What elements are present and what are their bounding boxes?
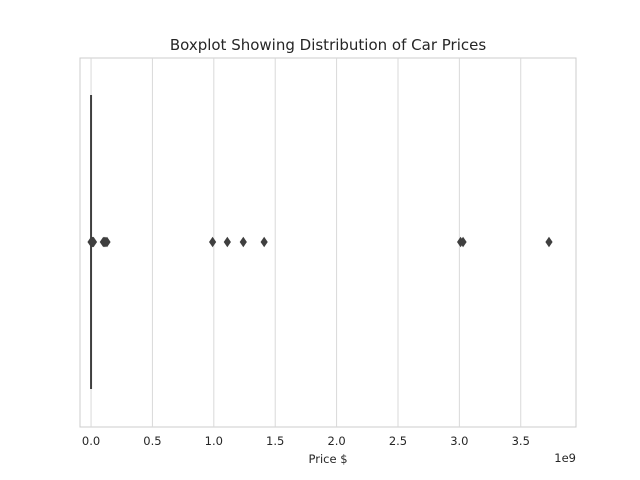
outlier-point	[89, 236, 98, 248]
x-tick-label: 0.5	[143, 434, 161, 448]
x-tick-label: 1.0	[205, 434, 223, 448]
outlier-point	[239, 236, 247, 248]
outlier-point	[103, 236, 111, 248]
outlier-point	[459, 236, 467, 248]
outlier-point	[223, 236, 231, 248]
x-tick-label: 3.5	[512, 434, 530, 448]
grid-lines	[90, 58, 522, 427]
x-tick-label: 3.0	[450, 434, 468, 448]
x-tick-labels: 0.0 0.5 1.0 1.5 2.0 2.5 3.0 3.5	[82, 434, 530, 448]
x-axis-label: Price $	[308, 452, 347, 466]
plot-frame	[79, 57, 577, 428]
x-tick-label: 1.5	[266, 434, 284, 448]
x-tick-label: 0.0	[82, 434, 100, 448]
outlier-point	[208, 236, 217, 248]
x-tick-label: 2.0	[327, 434, 345, 448]
outlier-point	[260, 236, 268, 248]
outliers	[87, 236, 553, 248]
outlier-point	[545, 236, 553, 248]
chart-title: Boxplot Showing Distribution of Car Pric…	[170, 36, 487, 54]
x-tick-label: 2.5	[389, 434, 407, 448]
x-offset-text: 1e9	[554, 451, 576, 465]
